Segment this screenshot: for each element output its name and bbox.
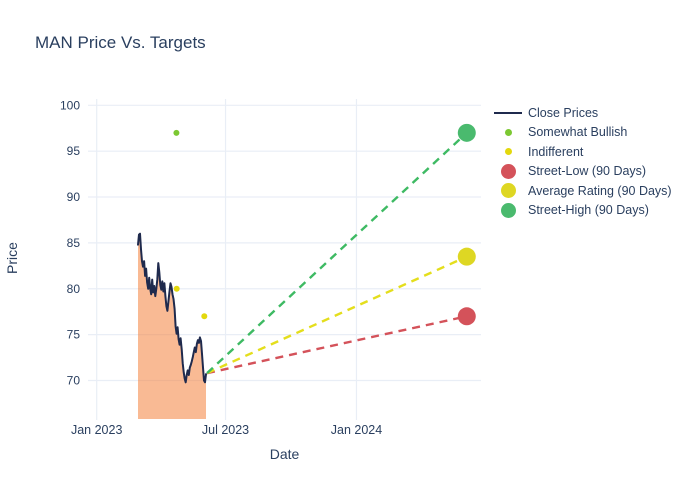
- target-projection-line: [206, 255, 468, 375]
- target-marker: [457, 123, 476, 142]
- legend-label: Street-High (90 Days): [528, 203, 649, 218]
- dot-swatch-icon: [500, 183, 516, 199]
- y-axis-title: Price: [4, 242, 20, 274]
- target-projection-line: [206, 315, 468, 375]
- legend-label: Close Prices: [528, 105, 599, 120]
- line-swatch-icon: [494, 111, 522, 114]
- legend-item-somewhat-bullish[interactable]: Somewhat Bullish: [493, 123, 672, 143]
- dot-swatch-icon: [504, 148, 512, 156]
- legend-marker-indifferent: [493, 148, 523, 156]
- dot-swatch-icon: [504, 128, 512, 136]
- x-tick-label: Jul 2023: [202, 423, 249, 437]
- target-marker: [457, 307, 476, 326]
- y-tick-label: 100: [60, 98, 80, 112]
- rating-dot: [201, 313, 208, 320]
- legend-item-indifferent[interactable]: Indifferent: [493, 142, 672, 162]
- x-tick-label: Jan 2023: [71, 423, 122, 437]
- legend-marker-average-rating-90-days: [493, 183, 523, 199]
- rating-dot: [173, 129, 180, 136]
- target-marker: [457, 247, 476, 266]
- y-tick-label: 70: [67, 373, 81, 387]
- y-tick-label: 90: [67, 190, 81, 204]
- legend-marker-street-high-90-days: [493, 202, 523, 218]
- legend-item-street-high-90-days[interactable]: Street-High (90 Days): [493, 201, 672, 221]
- y-tick-label: 80: [67, 282, 81, 296]
- close-price-line: [137, 232, 207, 384]
- legend-marker-somewhat-bullish: [493, 128, 523, 136]
- legend: Close Prices Somewhat Bullish Indifferent S…: [493, 103, 672, 220]
- legend-label: Somewhat Bullish: [528, 125, 628, 140]
- rating-dot: [173, 285, 180, 292]
- close-price-area-fill: [138, 233, 206, 419]
- legend-label: Indifferent: [528, 144, 584, 159]
- legend-label: Average Rating (90 Days): [528, 183, 672, 198]
- dot-swatch-icon: [500, 202, 516, 218]
- y-tick-label: 95: [67, 144, 81, 158]
- legend-marker-close-prices: [493, 111, 523, 114]
- y-tick-label: 75: [67, 328, 81, 342]
- chart-title: MAN Price Vs. Targets: [35, 33, 206, 52]
- dot-swatch-icon: [500, 163, 516, 179]
- x-axis-title: Date: [269, 446, 300, 462]
- x-tick-label: Jan 2024: [331, 423, 382, 437]
- legend-label: Street-Low (90 Days): [528, 164, 647, 179]
- legend-item-close-prices[interactable]: Close Prices: [493, 103, 672, 123]
- target-projection-line: [206, 131, 468, 375]
- legend-item-street-low-90-days[interactable]: Street-Low (90 Days): [493, 162, 672, 182]
- legend-marker-street-low-90-days: [493, 163, 523, 179]
- legend-item-average-rating-90-days[interactable]: Average Rating (90 Days): [493, 181, 672, 201]
- y-tick-label: 85: [67, 236, 81, 250]
